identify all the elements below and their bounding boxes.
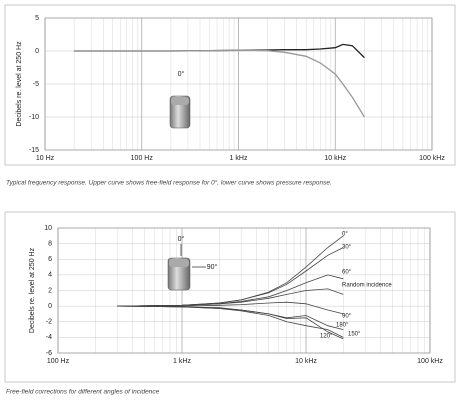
annotation: 0°: [178, 235, 185, 243]
caption: Free-field corrections for different ang…: [6, 389, 160, 396]
y-tick-label: -2: [46, 319, 52, 326]
x-tick-label: 100 Hz: [47, 358, 70, 365]
y-tick-label: 2: [48, 287, 52, 294]
x-tick-label: 100 kHz: [417, 358, 443, 365]
series-line: [117, 235, 344, 307]
y-tick-label: 4: [48, 272, 52, 279]
y-tick-label: -6: [46, 350, 52, 357]
x-tick-label: 10 kHz: [295, 358, 317, 365]
x-tick-label: 1 kHz: [173, 358, 191, 365]
y-tick-label: 10: [44, 225, 52, 232]
plot-border: [57, 227, 431, 354]
x-tick-label: 100 Hz: [131, 155, 154, 162]
microphone-grille: [171, 97, 189, 105]
annotation: 90°: [207, 263, 218, 271]
y-tick-label: 6: [48, 256, 52, 263]
annotation: 0°: [178, 70, 185, 78]
series-label: 0°: [342, 232, 348, 238]
chart-frame: [4, 211, 456, 383]
series-label: 120°: [320, 334, 333, 340]
y-tick-label: -15: [29, 147, 39, 154]
series-label: Random incidence: [342, 283, 392, 289]
caption: Typical frequency response. Upper curve …: [6, 179, 332, 187]
series-label: 90°: [342, 314, 352, 320]
series-label: 180°: [336, 323, 349, 329]
series-line: [74, 49, 365, 118]
x-tick-label: 10 kHz: [324, 155, 346, 162]
series-line: [117, 301, 344, 315]
chart-frame: [4, 4, 456, 166]
y-tick-label: 0: [35, 48, 39, 55]
series-label: 30°: [342, 245, 352, 251]
series-label: 150°: [348, 332, 361, 338]
plot-border: [44, 17, 433, 151]
series-line: [117, 305, 344, 340]
y-tick-label: 8: [48, 240, 52, 247]
y-axis-label: Decibels re. level at 250 Hz: [29, 247, 36, 333]
series-line: [117, 288, 344, 307]
y-axis-label: Decibels re. level at 250 Hz: [16, 41, 23, 127]
series-line: [117, 247, 344, 307]
y-tick-label: 0: [48, 303, 52, 310]
x-tick-label: 1 kHz: [230, 155, 248, 162]
series-label: 60°: [342, 270, 352, 276]
y-tick-label: -5: [33, 81, 39, 88]
y-tick-label: 5: [35, 15, 39, 22]
y-tick-label: -10: [29, 114, 39, 121]
x-tick-label: 100 kHz: [419, 155, 445, 162]
microphone-grille: [169, 259, 189, 267]
x-tick-label: 10 Hz: [36, 155, 55, 162]
y-tick-label: -4: [46, 334, 52, 341]
